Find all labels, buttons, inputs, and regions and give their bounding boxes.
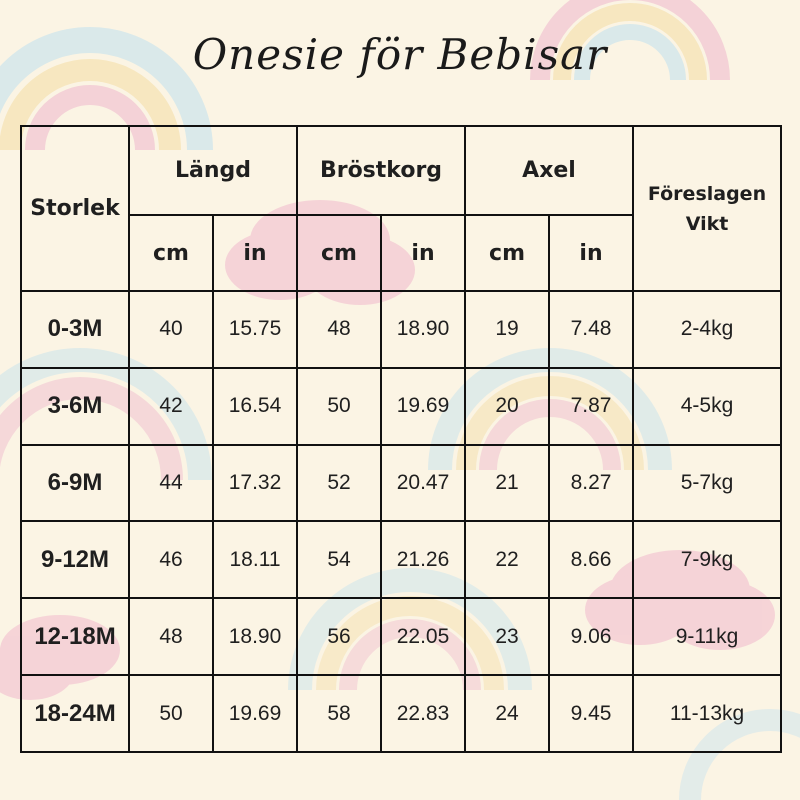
- table-row: 6-9M 44 17.32 52 20.47 21 8.27 5-7kg: [20, 443, 783, 523]
- length-cm-value: 46: [128, 520, 214, 600]
- shoulder-cm-value: 19: [464, 290, 551, 369]
- weight-header-line2: Vikt: [685, 212, 729, 235]
- page-title: Onesie för Bebisar: [192, 30, 608, 79]
- weight-value: 11-13kg: [632, 674, 783, 753]
- table-row: 3-6M 42 16.54 50 19.69 20 7.87 4-5kg: [20, 366, 783, 446]
- unit-cm: cm: [128, 214, 214, 292]
- size-header: Storlek: [20, 125, 130, 292]
- length-in-value: 17.32: [212, 443, 298, 523]
- chest-in-value: 20.47: [379, 443, 467, 523]
- unit-cm: cm: [296, 214, 382, 292]
- shoulder-in-value: 7.48: [548, 290, 635, 369]
- length-in-value: 16.54: [212, 366, 298, 446]
- unit-in: in: [379, 214, 467, 292]
- length-cm-value: 44: [128, 443, 214, 523]
- chest-cm-value: 52: [296, 443, 382, 523]
- chest-in-value: 22.83: [379, 674, 467, 753]
- shoulder-in-value: 8.27: [548, 443, 635, 523]
- length-header: Längd: [128, 125, 298, 216]
- chest-in-value: 18.90: [379, 290, 467, 369]
- table-row: 9-12M 46 18.11 54 21.26 22 8.66 7-9kg: [20, 520, 783, 600]
- table-row: 18-24M 50 19.69 58 22.83 24 9.45 11-13kg: [20, 674, 783, 753]
- length-cm-value: 50: [128, 674, 214, 753]
- shoulder-in-value: 9.45: [548, 674, 635, 753]
- weight-header: Föreslagen Vikt: [632, 125, 783, 292]
- shoulder-cm-value: 20: [464, 366, 551, 446]
- length-in-value: 18.90: [212, 597, 298, 677]
- length-cm-value: 40: [128, 290, 214, 369]
- size-label: 0-3M: [20, 290, 130, 369]
- chest-in-value: 19.69: [379, 366, 467, 446]
- table-row: 0-3M 40 15.75 48 18.90 19 7.48 2-4kg: [20, 290, 783, 369]
- size-label: 6-9M: [20, 443, 130, 523]
- shoulder-in-value: 8.66: [548, 520, 635, 600]
- size-label: 12-18M: [20, 597, 130, 677]
- unit-in: in: [548, 214, 635, 292]
- shoulder-header: Axel: [464, 125, 635, 216]
- size-label: 9-12M: [20, 520, 130, 600]
- unit-cm: cm: [464, 214, 551, 292]
- length-in-value: 15.75: [212, 290, 298, 369]
- weight-header-line1: Föreslagen: [647, 182, 767, 205]
- weight-value: 9-11kg: [632, 597, 783, 677]
- length-in-value: 18.11: [212, 520, 298, 600]
- weight-value: 2-4kg: [632, 290, 783, 369]
- table-row: 12-18M 48 18.90 56 22.05 23 9.06 9-11kg: [20, 597, 783, 677]
- chest-in-value: 22.05: [379, 597, 467, 677]
- size-label: 18-24M: [20, 674, 130, 753]
- chest-cm-value: 58: [296, 674, 382, 753]
- weight-value: 4-5kg: [632, 366, 783, 446]
- shoulder-cm-value: 22: [464, 520, 551, 600]
- size-chart-table: Storlek Längd Bröstkorg Axel Föreslagen …: [20, 125, 783, 753]
- length-in-value: 19.69: [212, 674, 298, 753]
- chest-in-value: 21.26: [379, 520, 467, 600]
- chest-header: Bröstkorg: [295, 125, 467, 216]
- shoulder-in-value: 7.87: [548, 366, 635, 446]
- length-cm-value: 42: [128, 366, 214, 446]
- size-label: 3-6M: [20, 366, 130, 446]
- shoulder-cm-value: 23: [464, 597, 551, 677]
- chest-cm-value: 56: [296, 597, 382, 677]
- chest-cm-value: 54: [296, 520, 382, 600]
- length-cm-value: 48: [128, 597, 214, 677]
- chest-cm-value: 48: [296, 290, 382, 369]
- shoulder-cm-value: 21: [464, 443, 551, 523]
- chest-cm-value: 50: [296, 366, 382, 446]
- weight-value: 7-9kg: [632, 520, 783, 600]
- weight-value: 5-7kg: [632, 443, 783, 523]
- unit-in: in: [212, 214, 298, 292]
- shoulder-cm-value: 24: [464, 674, 551, 753]
- shoulder-in-value: 9.06: [548, 597, 635, 677]
